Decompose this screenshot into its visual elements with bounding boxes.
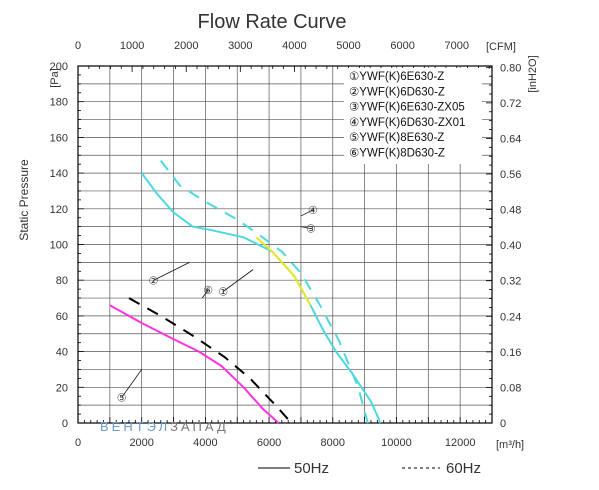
annotation-marker-1: ② (149, 275, 159, 287)
x-top-tick-label: 2000 (174, 40, 198, 52)
y-right-tick-label: 0.56 (500, 169, 521, 181)
annotation-leader-1 (153, 261, 190, 281)
annotation-marker-3: ④ (308, 205, 318, 217)
legend-entry-3: ④YWF(K)6D630-ZX01 (349, 117, 465, 129)
series-line-1 (255, 236, 312, 306)
x-top-tick-label: 0 (75, 40, 81, 52)
line-style-solid-label: 50Hz (294, 460, 329, 477)
annotation-leader-4 (121, 369, 143, 398)
y-tick-label: 160 (50, 132, 68, 144)
x-tick-label: 8000 (321, 437, 345, 449)
y-right-tick-label: 0.32 (500, 276, 521, 288)
line-style-legend: 50Hz 60Hz (258, 460, 481, 477)
y-right-tick-label: 0.48 (500, 205, 521, 217)
annotation-leader-2 (300, 226, 312, 230)
y-right-tick-label: 0.72 (500, 98, 521, 110)
annotation-leader-3 (300, 209, 314, 217)
legend-entry-5: ⑥YWF(K)8D630-Z (349, 148, 445, 160)
y-unit-left: [Pa] (49, 68, 61, 88)
y-tick-label: 80 (56, 275, 68, 287)
x-top-tick-label: 5000 (336, 40, 360, 52)
annotation-leader-0 (222, 269, 254, 292)
y-tick-label: 120 (50, 204, 68, 216)
y-right-tick-label: 0 (500, 418, 506, 430)
y-tick-label: 180 (50, 97, 68, 109)
series-line-2 (109, 304, 280, 424)
y-right-tick-label: 0.08 (500, 382, 521, 394)
legend-entry-1: ②YWF(K)6D630-Z (349, 86, 445, 98)
legend-entry-4: ⑤YWF(K)8E630-Z (349, 132, 444, 144)
y-right-tick-label: 0.24 (500, 311, 521, 323)
x-tick-label: 10000 (381, 437, 412, 449)
annotation-marker-0: ① (218, 286, 228, 298)
annotation-marker-4: ⑤ (117, 392, 127, 404)
x-unit-top: [CFM] (486, 41, 516, 53)
x-top-tick-label: 3000 (228, 40, 252, 52)
y-unit-right: [inH2O] (527, 55, 539, 92)
y-right-tick-label: 0.64 (500, 133, 521, 145)
x-top-tick-label: 4000 (282, 40, 306, 52)
y-right-tick-label: 0.80 (500, 62, 521, 74)
x-tick-label: 12000 (445, 437, 476, 449)
y-tick-label: 40 (56, 347, 68, 359)
annotation-marker-2: ③ (306, 224, 316, 236)
watermark-part: ЗАПАД (170, 419, 229, 434)
y-tick-label: 60 (56, 311, 68, 323)
series-line-4 (128, 297, 293, 424)
y-right-tick-label: 0.40 (500, 240, 521, 252)
legend: ①YWF(K)6E630-Z ②YWF(K)6D630-Z ③YWF(K)6E630… (344, 68, 482, 164)
chart-title: Flow Rate Curve (198, 11, 347, 33)
x-unit-bottom: [m³/h] (496, 439, 524, 451)
y-tick-label: 140 (50, 168, 68, 180)
legend-entry-0: ①YWF(K)6E630-Z (349, 71, 444, 83)
x-tick-label: 4000 (193, 437, 217, 449)
y-tick-label: 0 (62, 418, 68, 430)
annotation-marker-5: ⑥ (203, 285, 213, 297)
watermark-part: ВЕНТЭЛ (100, 419, 170, 434)
y-tick-label: 100 (50, 240, 68, 252)
y-tick-label: 200 (50, 61, 68, 73)
watermark: ВЕНТЭЛЗАПАД (100, 419, 229, 434)
x-top-tick-label: 7000 (445, 40, 469, 52)
y-tick-label: 20 (56, 382, 68, 394)
x-tick-label: 6000 (257, 437, 281, 449)
x-tick-label: 2000 (129, 437, 153, 449)
y-axis-label: Static Pressure (17, 159, 31, 241)
x-top-tick-label: 6000 (390, 40, 414, 52)
legend-entry-2: ③YWF(K)6E630-ZX05 (349, 102, 465, 114)
x-tick-label: 0 (75, 437, 81, 449)
series-line-3 (160, 159, 369, 424)
line-style-dashed-label: 60Hz (446, 460, 481, 477)
x-top-tick-label: 1000 (120, 40, 144, 52)
y-right-tick-label: 0.16 (500, 347, 521, 359)
annotation-leader-5 (201, 289, 209, 299)
